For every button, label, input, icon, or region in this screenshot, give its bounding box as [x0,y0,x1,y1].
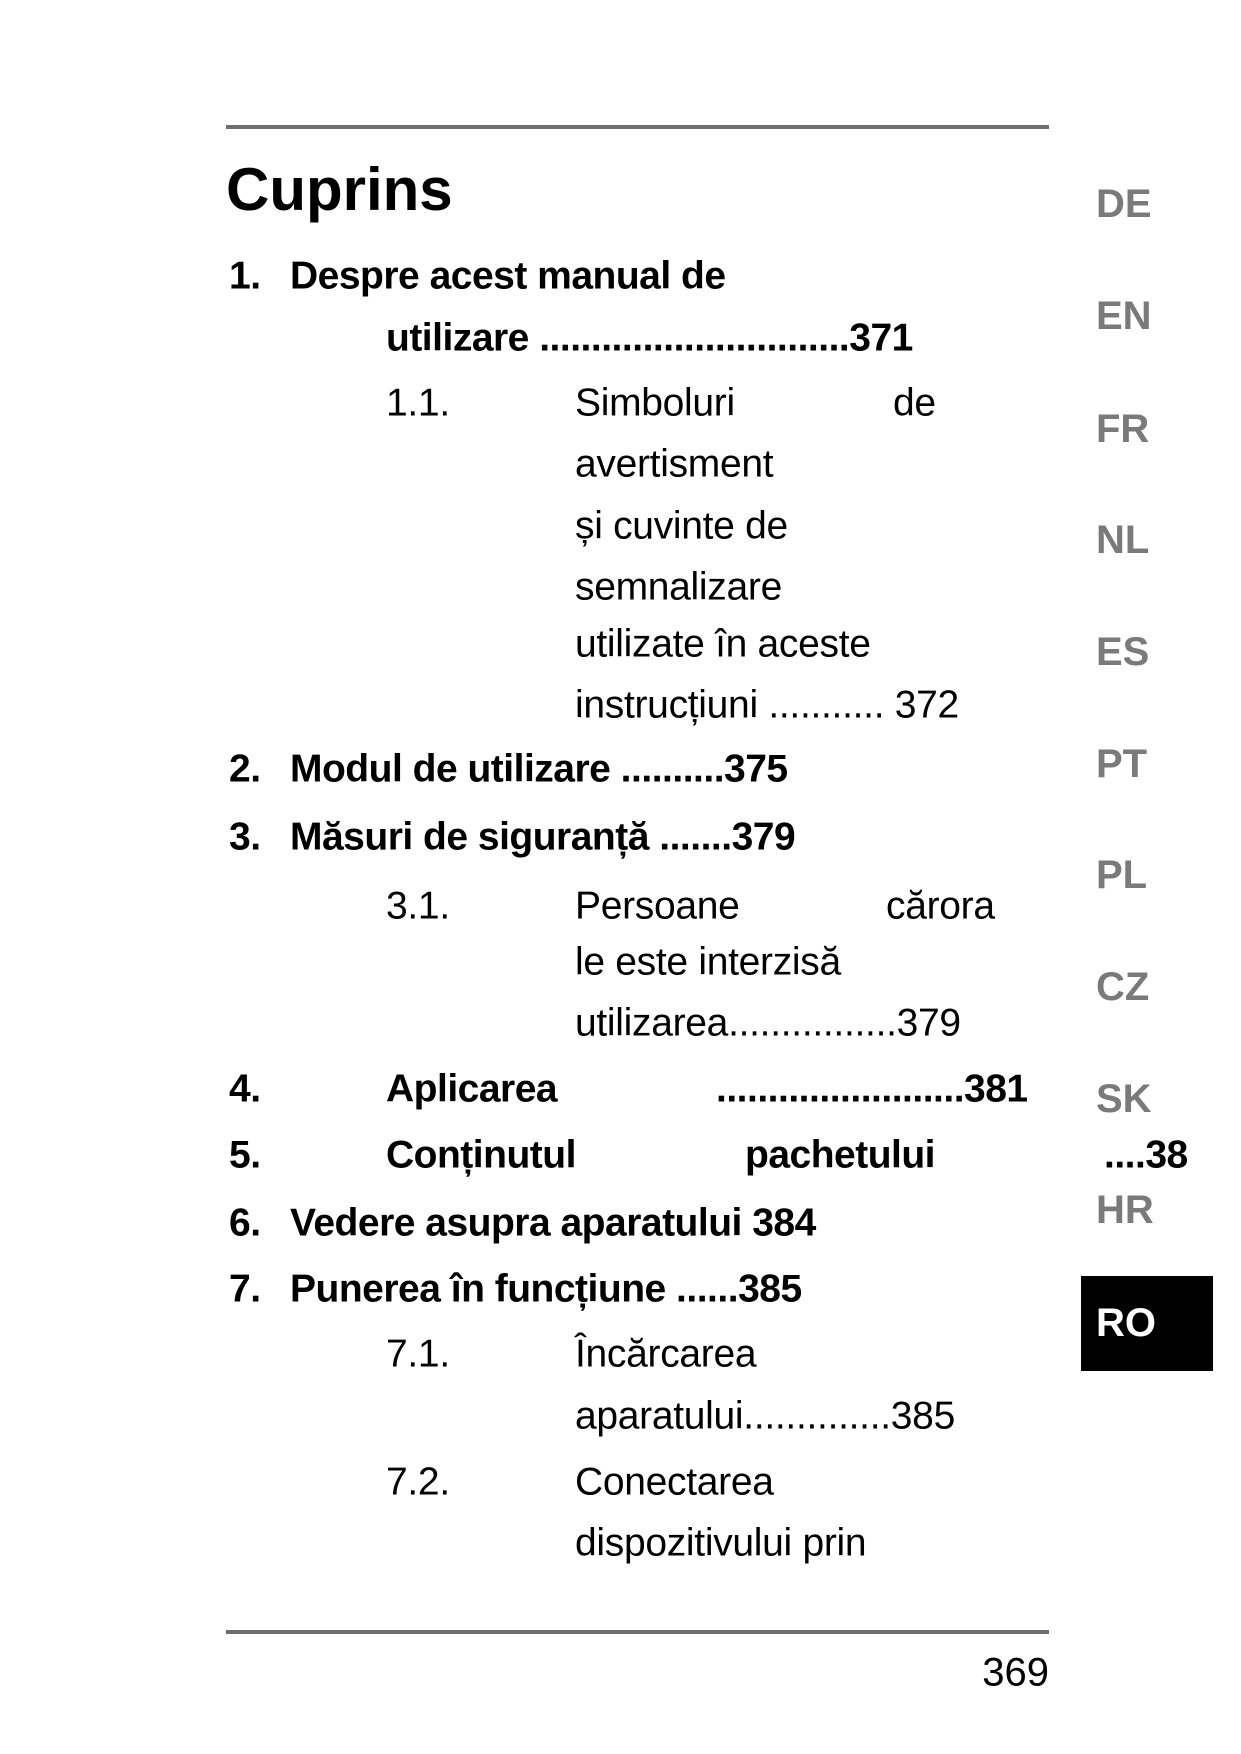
page-title: Cuprins [226,156,453,223]
lang-tab-cz[interactable]: CZ [1096,965,1150,1009]
toc-entry[interactable]: Conectarea [575,1460,774,1504]
toc-entry[interactable]: avertisment [575,442,774,486]
toc-entry[interactable]: utilizate în aceste [575,622,871,666]
toc-entry[interactable]: pachetului [745,1133,936,1177]
lang-tab-nl[interactable]: NL [1096,518,1150,562]
toc-entry[interactable]: Vedere asupra aparatului 384 [290,1201,816,1245]
page-number: 369 [982,1650,1049,1695]
toc-num: 2. [229,747,261,791]
toc-entry[interactable]: Despre acest manual de [290,254,726,298]
toc-entry[interactable]: dispozitivului prin [575,1521,867,1565]
toc-entry[interactable]: semnalizare [575,565,782,609]
lang-tab-pl[interactable]: PL [1096,853,1148,897]
lang-tab-pt[interactable]: PT [1096,742,1148,786]
toc-entry[interactable]: Măsuri de siguranță .......379 [290,815,796,859]
lang-tab-fr[interactable]: FR [1096,407,1150,451]
toc-num: 5. [229,1133,261,1177]
toc-num: 3.1. [386,884,450,928]
toc-entry[interactable]: Modul de utilizare ..........375 [290,747,788,791]
toc-num: 7.2. [386,1460,450,1504]
toc-entry[interactable]: Punerea în funcțiune ......385 [290,1267,802,1311]
toc-entry[interactable]: cărora [886,884,995,928]
lang-tab-sk[interactable]: SK [1096,1077,1152,1121]
toc-entry[interactable]: Încărcarea [575,1332,757,1376]
toc-num: 4. [229,1067,261,1111]
lang-tab-en[interactable]: EN [1096,294,1152,338]
toc-entry[interactable]: aparatului..............385 [575,1394,955,1438]
toc-entry[interactable]: ........................381 [716,1067,1028,1111]
lang-tab-ro-active[interactable]: RO [1081,1276,1213,1371]
toc-num: 1.1. [386,381,450,425]
toc-entry[interactable]: le este interzisă [575,940,841,984]
toc-entry[interactable]: utilizare ..............................… [386,316,913,360]
toc-num: 3. [229,815,261,859]
bottom-rule [226,1630,1049,1634]
toc-entry[interactable]: instrucțiuni ........... 372 [575,683,959,727]
toc-entry[interactable]: Aplicarea [386,1067,558,1111]
toc-entry[interactable]: ....38 [1104,1133,1188,1177]
lang-tab-es[interactable]: ES [1096,630,1150,674]
toc-num: 7.1. [386,1332,450,1376]
top-rule [226,125,1049,129]
toc-entry[interactable]: de [893,381,936,425]
lang-tab-hr[interactable]: HR [1096,1188,1154,1232]
toc-num: 1. [229,254,261,298]
toc-entry[interactable]: și cuvinte de [575,504,788,548]
toc-num: 7. [229,1267,261,1311]
toc-entry[interactable]: Conținutul [386,1133,576,1177]
toc-entry[interactable]: utilizarea................379 [575,1001,961,1045]
toc-entry[interactable]: Persoane [575,884,740,928]
toc-entry[interactable]: Simboluri [575,381,735,425]
toc-num: 6. [229,1201,261,1245]
lang-tab-de[interactable]: DE [1096,182,1152,226]
